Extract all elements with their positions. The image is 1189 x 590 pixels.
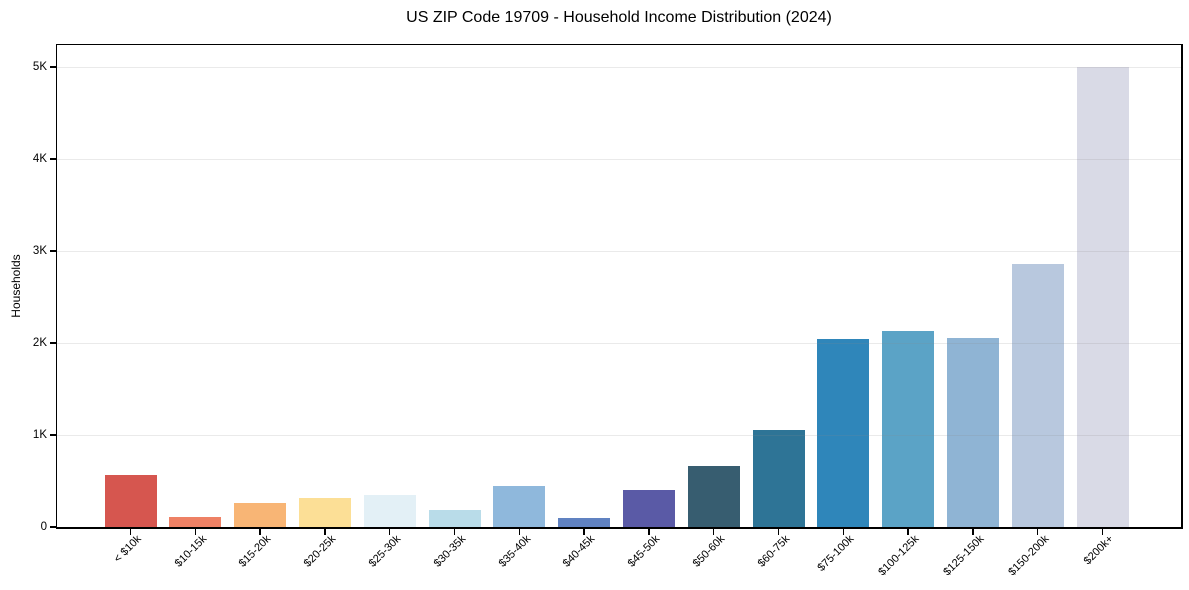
x-tick-label: $100-125k: [876, 533, 922, 579]
right-spine: [1181, 43, 1183, 529]
bar-10-15k: [169, 516, 222, 527]
x-tick-label: $10-15k: [172, 533, 209, 570]
bar-125-150k: [946, 338, 999, 527]
x-tick-label: < $10k: [111, 533, 144, 566]
y-tick-mark: [49, 526, 56, 528]
y-tick-label: 1K: [32, 429, 47, 441]
x-tick-label: $20-25k: [301, 533, 339, 570]
x-tick-label: $125-150k: [941, 533, 987, 579]
x-tick-label: $50-60k: [690, 533, 728, 570]
gridline-1k: [57, 435, 1181, 436]
y-tick-label: 0: [40, 521, 47, 533]
x-tick-mark: [1037, 528, 1039, 535]
x-tick-label: $40-45k: [560, 533, 598, 570]
bar-15-20k: [234, 502, 287, 527]
x-tick-mark: [259, 528, 261, 535]
gridline-2k: [57, 343, 1181, 345]
x-tick-mark: [907, 528, 909, 535]
x-tick-mark: [453, 528, 456, 535]
y-tick-label: 5K: [32, 61, 47, 74]
y-tick-mark: [49, 342, 56, 344]
x-tick-mark: [389, 528, 391, 535]
gridline-3k: [57, 251, 1181, 253]
bar-25-30k: [363, 494, 416, 527]
bar-40-45k: [558, 517, 611, 527]
x-tick-label: $75-100k: [815, 533, 857, 574]
y-tick-label: 2K: [32, 337, 47, 350]
bar-200k+: [1076, 67, 1129, 527]
bar-45-50k: [622, 489, 675, 527]
bar-30-35k: [428, 509, 481, 527]
x-tick-mark: [648, 528, 650, 535]
x-tick-mark: [777, 528, 780, 535]
y-axis-line: [55, 43, 57, 529]
x-tick-label: $60-75k: [755, 533, 792, 570]
x-tick-mark: [972, 528, 974, 535]
x-tick-mark: [713, 528, 715, 535]
x-tick-label: $150-200k: [1005, 533, 1052, 579]
bar-150-200k: [1011, 263, 1064, 527]
x-axis-line: [57, 527, 1181, 529]
bar-50-60k: [687, 465, 740, 527]
x-tick-mark: [583, 528, 585, 535]
bar-10k: [104, 474, 157, 527]
x-tick-mark: [1101, 528, 1104, 535]
bar-20-25k: [298, 498, 351, 527]
y-axis-label: Households: [9, 254, 23, 318]
bar-60-75k: [752, 429, 805, 527]
x-tick-mark: [194, 528, 196, 535]
y-tick-mark: [49, 158, 56, 160]
x-tick-mark: [518, 528, 520, 535]
bar-100-125k: [882, 330, 935, 527]
y-tick-mark: [49, 250, 56, 252]
bar-35-40k: [493, 485, 546, 527]
x-tick-label: $200k+: [1081, 533, 1116, 568]
x-tick-label: $30-35k: [431, 533, 468, 570]
x-tick-mark: [129, 528, 132, 535]
y-tick-label: 3K: [32, 245, 47, 258]
y-tick-mark: [49, 66, 56, 68]
y-tick-mark: [49, 434, 56, 436]
chart-title: US ZIP Code 19709 - Household Income Dis…: [406, 9, 832, 26]
y-tick-label: 4K: [32, 153, 47, 166]
gridline-4k: [57, 159, 1181, 161]
x-tick-mark: [324, 528, 326, 535]
top-spine: [57, 43, 1181, 45]
plot-area: [49, 43, 1183, 535]
x-tick-label: $35-40k: [496, 533, 533, 570]
x-tick-label: $15-20k: [236, 533, 274, 570]
x-tick-mark: [842, 528, 844, 535]
x-tick-label: $45-50k: [625, 533, 663, 570]
x-tick-label: $25-30k: [366, 533, 404, 570]
gridline-5k: [57, 67, 1181, 69]
bar-75-100k: [817, 339, 870, 527]
